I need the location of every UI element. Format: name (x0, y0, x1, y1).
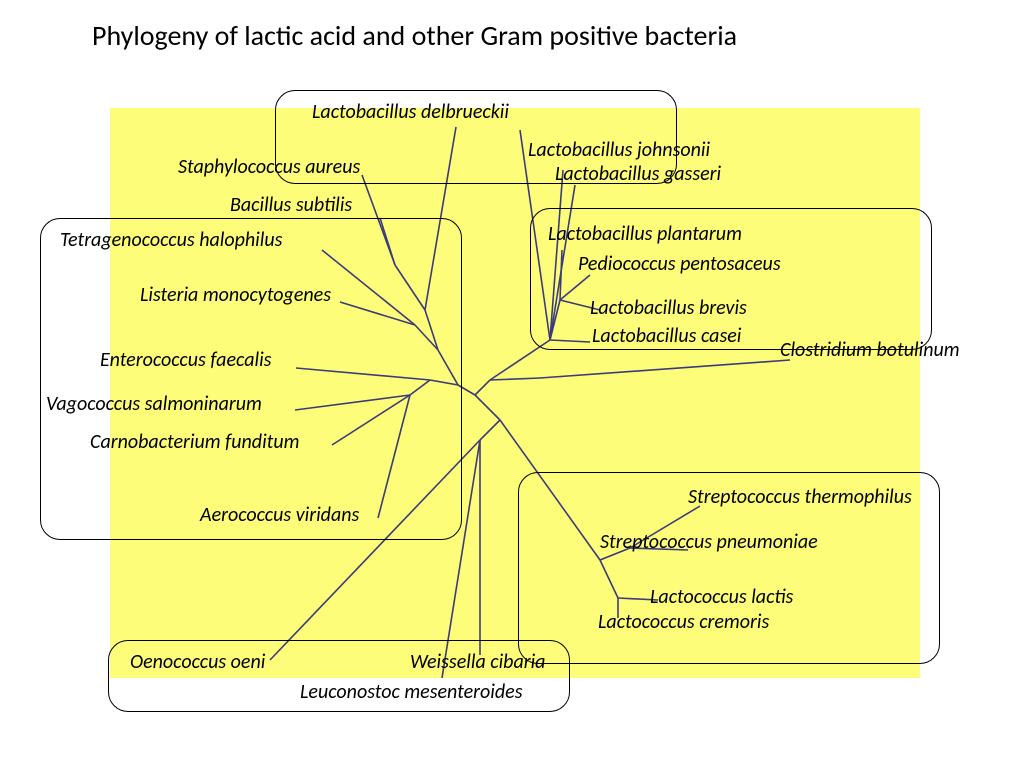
tree-branch (480, 420, 500, 440)
species-label: Staphylococcus aureus (178, 155, 360, 179)
species-label: Vagococcus salmoninarum (46, 392, 262, 416)
tree-branch (490, 378, 540, 380)
species-label: Aerococcus viridans (200, 503, 359, 527)
species-label: Lactobacillus delbrueckii (312, 100, 509, 124)
species-label: Listeria monocytogenes (140, 283, 331, 307)
species-label: Streptococcus pneumoniae (600, 530, 818, 554)
species-label: Lactobacillus brevis (590, 296, 747, 320)
species-label: Streptococcus thermophilus (688, 485, 912, 509)
tree-branch (475, 380, 490, 395)
group-box (40, 218, 462, 540)
species-label: Lactococcus cremoris (598, 610, 769, 634)
species-label: Tetragenococcus halophilus (60, 228, 282, 252)
species-label: Lactobacillus plantarum (548, 222, 742, 246)
tree-branch (475, 395, 500, 420)
species-label: Carnobacterium funditum (90, 430, 299, 454)
species-label: Enterococcus faecalis (100, 348, 271, 372)
species-label: Leuconostoc mesenteroides (300, 680, 522, 704)
species-label: Weissella cibaria (410, 650, 545, 674)
species-label: Clostridium botulinum (780, 338, 960, 362)
diagram-stage: Phylogeny of lactic acid and other Gram … (0, 0, 1024, 768)
species-label: Lactobacillus gasseri (555, 162, 721, 186)
species-label: Bacillus subtilis (230, 193, 352, 217)
tree-branch (540, 360, 790, 378)
species-label: Lactobacillus johnsonii (528, 138, 710, 162)
species-label: Oenococcus oeni (130, 650, 265, 674)
species-label: Pediococcus pentosaceus (578, 252, 781, 276)
species-label: Lactococcus lactis (650, 585, 793, 609)
species-label: Lactobacillus casei (592, 324, 741, 348)
